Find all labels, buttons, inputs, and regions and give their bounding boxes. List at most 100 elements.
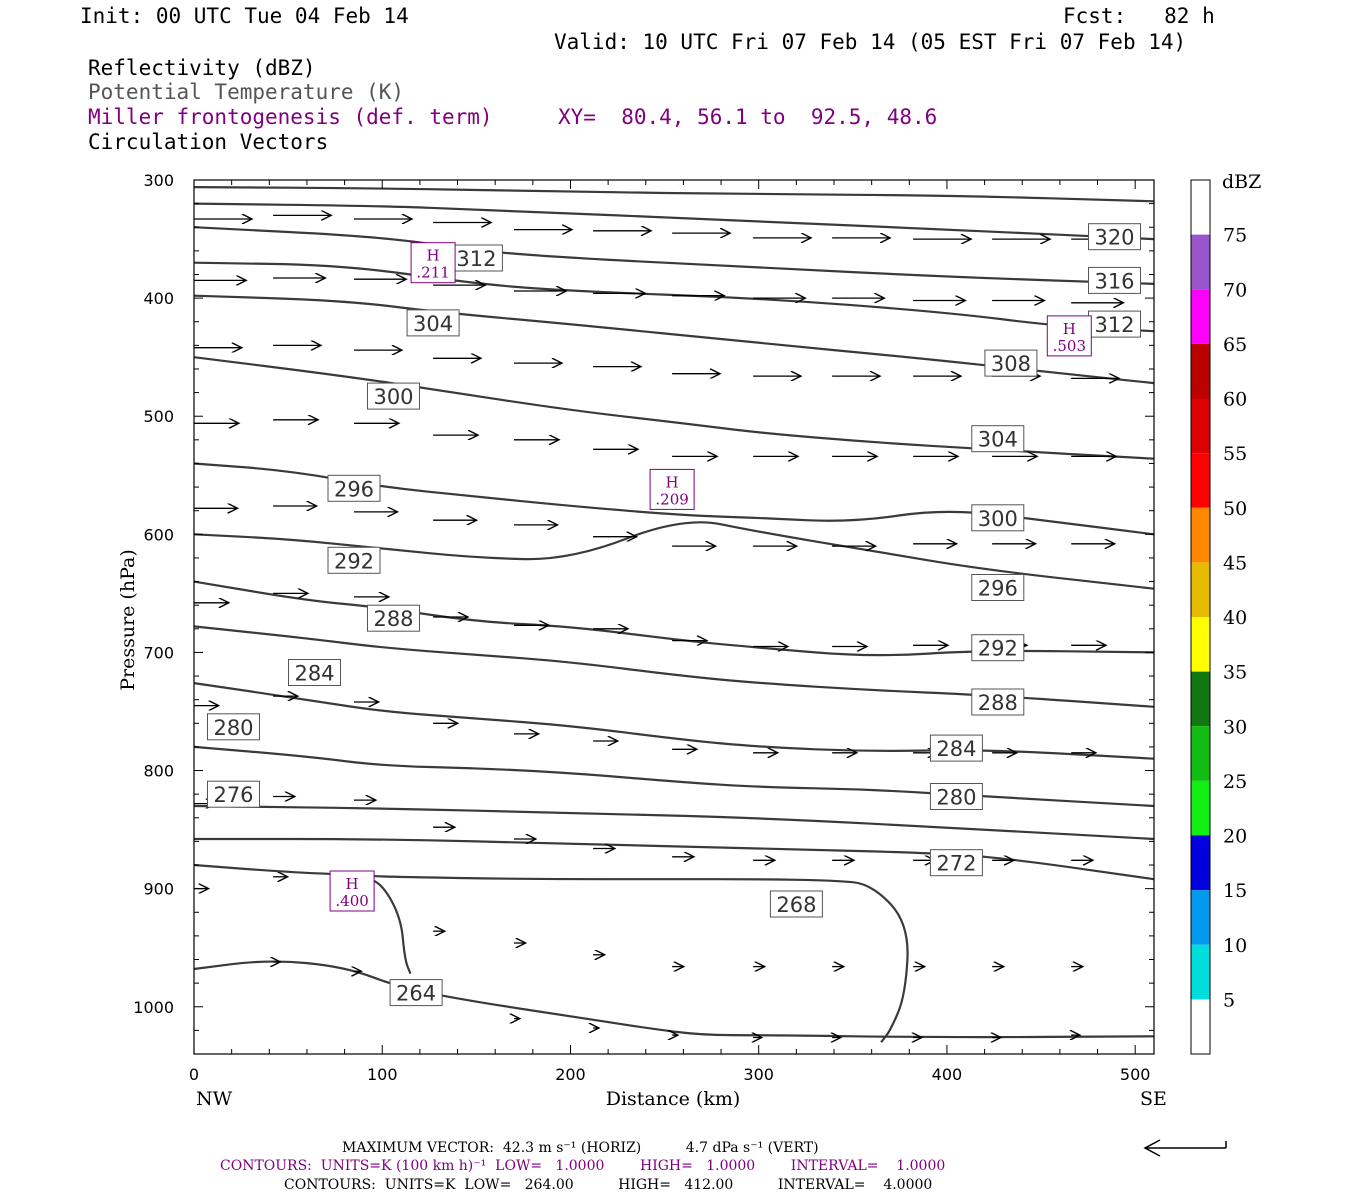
contour-label-300: 300	[367, 382, 420, 410]
svg-text:304: 304	[413, 312, 453, 336]
colorbar-segment	[1191, 343, 1210, 399]
svg-text:312: 312	[456, 247, 496, 271]
colorbar-segment	[1191, 617, 1210, 672]
max-vector-note: MAXIMUM VECTOR: 42.3 m s⁻¹ (HORIZ) 4.7 d…	[342, 1140, 819, 1156]
svg-text:312: 312	[1094, 313, 1134, 337]
colorbar-label: 40	[1223, 607, 1247, 629]
x-tick-label: 200	[555, 1065, 586, 1084]
isentrope-320-1	[193, 202, 1155, 241]
y-tick-label: 500	[143, 407, 174, 426]
svg-text:296: 296	[334, 477, 374, 501]
y-tick-label: 900	[143, 880, 174, 899]
colorbar-label: 5	[1223, 989, 1235, 1011]
colorbar-label: 50	[1223, 498, 1247, 520]
field-potential-temperature: Potential Temperature (K)	[88, 80, 405, 104]
y-tick-label: 300	[143, 171, 174, 190]
contour-label-276: 276	[207, 780, 260, 808]
contour-label-288: 288	[971, 688, 1025, 716]
isentrope-272-13	[194, 837, 1155, 881]
x-axis-left-label: NW	[196, 1088, 233, 1110]
frontogenesis-max-2: H.503	[1046, 315, 1092, 357]
y-tick-label: 600	[143, 525, 174, 544]
isentrope-316-2	[193, 226, 1155, 285]
field-frontogenesis: Miller frontogenesis (def. term)	[88, 105, 493, 129]
svg-text:296: 296	[978, 577, 1018, 601]
colorbar-unit: dBZ	[1222, 171, 1261, 193]
x-tick-label: 400	[932, 1065, 963, 1084]
svg-text:300: 300	[978, 507, 1018, 531]
y-axis-label: Pressure (hPa)	[117, 549, 139, 691]
svg-text:H: H	[666, 473, 679, 491]
y-tick-label: 1000	[133, 998, 174, 1017]
x-tick-label: 300	[743, 1065, 774, 1084]
isentrope-top-0	[193, 186, 1155, 203]
colorbar-label: 75	[1223, 225, 1247, 247]
field-circulation-vectors: Circulation Vectors	[88, 130, 329, 154]
contour-label-280: 280	[207, 713, 260, 741]
contour-label-300: 300	[971, 504, 1025, 532]
colorbar-segment	[1191, 562, 1210, 618]
colorbar-segment	[1191, 453, 1210, 508]
colorbar-segment	[1191, 507, 1210, 563]
isentrope-268-14	[193, 863, 909, 1043]
isentrope-296-7	[193, 521, 1155, 590]
contour-label-316: 316	[1088, 266, 1141, 294]
colorbar-label: 30	[1223, 716, 1247, 738]
svg-text:.400: .400	[335, 892, 368, 910]
isentrope-312-3	[193, 261, 1155, 333]
contours-theta-note: CONTOURS: UNITS=K LOW= 264.00 HIGH= 412.…	[284, 1177, 933, 1193]
svg-text:280: 280	[213, 716, 253, 740]
svg-text:H: H	[346, 875, 359, 893]
svg-text:304: 304	[978, 428, 1018, 452]
y-tick-label: 400	[143, 289, 174, 308]
svg-text:300: 300	[373, 385, 413, 409]
contours-frontogenesis-note: CONTOURS: UNITS=K (100 km h)⁻¹ LOW= 1.00…	[220, 1158, 946, 1174]
isentrope-280-11	[193, 745, 1155, 808]
reference-vector	[1143, 1139, 1227, 1157]
isentrope-284-10	[193, 682, 1155, 760]
contour-label-312: 312	[1088, 310, 1141, 338]
svg-text:.209: .209	[655, 490, 688, 508]
contour-label-292: 292	[971, 634, 1025, 662]
isentrope-264-16	[193, 960, 1155, 1039]
colorbar-label: 25	[1223, 771, 1247, 793]
svg-text:280: 280	[936, 786, 976, 810]
colorbar-label: 45	[1223, 552, 1247, 574]
colorbar-segment	[1191, 726, 1210, 781]
contour-label-292: 292	[327, 546, 381, 574]
colorbar-frame	[1190, 179, 1211, 1055]
contour-label-280: 280	[929, 783, 983, 810]
colorbar-segment	[1191, 180, 1210, 235]
contour-label-304: 304	[406, 309, 460, 337]
isentrope-304-5	[193, 356, 1155, 460]
svg-text:284: 284	[936, 737, 976, 761]
colorbar-segment	[1191, 780, 1210, 836]
contour-label-320: 320	[1088, 223, 1141, 251]
colorbar-segment	[1191, 671, 1210, 727]
colorbar-label: 35	[1223, 662, 1247, 684]
svg-text:308: 308	[991, 352, 1031, 376]
svg-text:288: 288	[373, 607, 413, 631]
frontogenesis-max-3: H.400	[329, 870, 375, 912]
colorbar-label: 65	[1223, 334, 1247, 356]
contour-label-284: 284	[288, 659, 341, 686]
colorbar-segment	[1191, 944, 1210, 1000]
x-tick-label: 100	[367, 1065, 398, 1084]
colorbar-label: 10	[1223, 935, 1247, 957]
contour-label-268: 268	[769, 890, 823, 918]
colorbar-segment	[1191, 289, 1210, 344]
isentrope-308-4	[193, 294, 1155, 385]
isentrope-276-12	[193, 804, 1155, 841]
contour-label-308: 308	[984, 349, 1038, 377]
y-tick-label: 700	[143, 643, 174, 662]
colorbar-label: 55	[1223, 443, 1247, 465]
svg-text:H: H	[427, 247, 440, 265]
colorbar-segment	[1191, 890, 1210, 945]
svg-text:272: 272	[936, 852, 976, 876]
colorbar-label: 60	[1223, 389, 1247, 411]
colorbar-label: 70	[1223, 279, 1247, 301]
contour-label-272: 272	[929, 849, 983, 877]
svg-text:292: 292	[334, 549, 374, 573]
forecast-hour: Fcst: 82 h	[1063, 4, 1215, 28]
